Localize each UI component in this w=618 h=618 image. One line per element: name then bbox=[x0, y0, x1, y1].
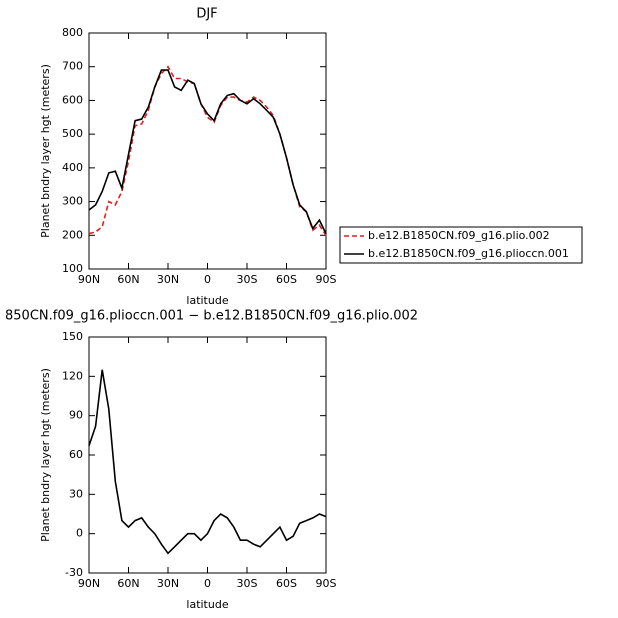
chart-title: DJF bbox=[196, 7, 217, 22]
legend-box bbox=[339, 226, 583, 264]
x-tick-label: 0 bbox=[204, 577, 211, 590]
legend-label: b.e12.B1850CN.f09_g16.plio.002 bbox=[368, 229, 550, 242]
x-tick-label: 60N bbox=[117, 273, 139, 286]
y-tick-label: 600 bbox=[62, 93, 83, 106]
legend-label: b.e12.B1850CN.f09_g16.plioccn.001 bbox=[368, 247, 569, 260]
plot-frame bbox=[88, 32, 327, 270]
x-tick-label: 30S bbox=[237, 273, 258, 286]
data-line bbox=[88, 65, 327, 236]
y-tick-label: 30 bbox=[69, 487, 83, 500]
x-axis-label: latitude bbox=[186, 294, 228, 307]
x-tick-label: 30N bbox=[157, 273, 179, 286]
chart-title: 850CN.f09_g16.plioccn.001 − b.e12.B1850C… bbox=[5, 309, 418, 324]
x-tick-label: 90N bbox=[78, 273, 100, 286]
y-tick-label: 90 bbox=[69, 409, 83, 422]
y-axis-label: Planet bndry layer hgt (meters) bbox=[39, 368, 52, 542]
y-tick-label: 120 bbox=[62, 369, 83, 382]
y-tick-label: -30 bbox=[65, 566, 83, 579]
x-axis-label: latitude bbox=[186, 598, 228, 611]
y-tick-label: 0 bbox=[76, 527, 83, 540]
y-tick-label: 60 bbox=[69, 448, 83, 461]
y-tick-label: 150 bbox=[62, 330, 83, 343]
y-tick-label: 400 bbox=[62, 161, 83, 174]
y-tick-label: 200 bbox=[62, 228, 83, 241]
x-tick-label: 90S bbox=[316, 273, 337, 286]
y-tick-label: 500 bbox=[62, 127, 83, 140]
x-tick-label: 30N bbox=[157, 577, 179, 590]
x-tick-label: 30S bbox=[237, 577, 258, 590]
x-tick-label: 60S bbox=[276, 273, 297, 286]
x-tick-label: 90N bbox=[78, 577, 100, 590]
y-tick-label: 700 bbox=[62, 60, 83, 73]
y-tick-label: 100 bbox=[62, 262, 83, 275]
data-line bbox=[88, 369, 327, 555]
data-line bbox=[88, 69, 327, 234]
y-tick-label: 800 bbox=[62, 26, 83, 39]
x-tick-label: 0 bbox=[204, 273, 211, 286]
x-tick-label: 60S bbox=[276, 577, 297, 590]
y-axis-label: Planet bndry layer hgt (meters) bbox=[39, 64, 52, 238]
y-tick-label: 300 bbox=[62, 195, 83, 208]
x-tick-label: 90S bbox=[316, 577, 337, 590]
x-tick-label: 60N bbox=[117, 577, 139, 590]
